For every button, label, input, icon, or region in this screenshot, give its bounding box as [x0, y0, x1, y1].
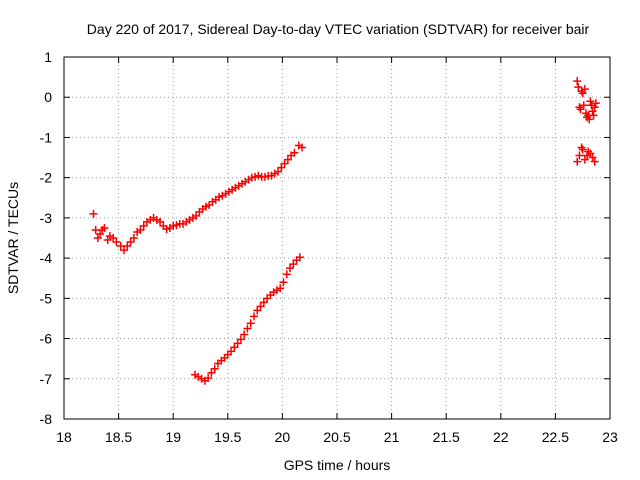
data-point-lower-trace: [276, 284, 285, 293]
data-point-upper-trace: [274, 167, 283, 176]
data-point-lower-trace: [279, 278, 288, 287]
data-point-lower-trace: [256, 302, 265, 311]
data-point-lower-trace: [233, 339, 242, 348]
data-point-late-upper-cluster: [576, 105, 585, 114]
chart-title: Day 220 of 2017, Sidereal Day-to-day VTE…: [87, 21, 590, 37]
data-point-late-upper-cluster: [580, 85, 589, 94]
grid-lines: [64, 57, 610, 419]
data-point-upper-trace: [112, 238, 121, 247]
data-point-upper-trace: [100, 223, 109, 232]
data-point-late-upper-cluster: [590, 103, 599, 112]
x-tick-label: 23: [602, 429, 618, 445]
y-tick-label: -5: [40, 290, 53, 306]
data-point-late-lower-cluster: [575, 151, 584, 160]
data-point-upper-trace: [126, 238, 135, 247]
data-point-upper-trace: [120, 246, 129, 255]
data-point-upper-trace: [139, 221, 148, 230]
x-tick-label: 20.5: [323, 429, 350, 445]
x-tick-label: 18: [56, 429, 72, 445]
data-point-late-upper-cluster: [585, 115, 594, 124]
y-tick-label: -3: [40, 210, 53, 226]
x-axis-label: GPS time / hours: [284, 457, 391, 473]
data-point-late-upper-cluster: [575, 103, 584, 112]
data-point-late-upper-cluster: [578, 89, 587, 98]
x-tick-label: 18.5: [105, 429, 132, 445]
data-point-upper-trace: [93, 234, 102, 242]
y-tick-label: -7: [40, 371, 53, 387]
data-point-upper-trace: [89, 209, 98, 218]
data-point-lower-trace: [243, 324, 252, 333]
data-point-lower-trace: [250, 312, 259, 321]
x-tick-label: 20: [275, 429, 291, 445]
data-point-lower-trace: [210, 364, 219, 373]
y-tick-label: 1: [44, 49, 52, 65]
x-tick-label: 21.5: [433, 429, 460, 445]
data-point-late-upper-cluster: [573, 77, 582, 86]
data-point-lower-trace: [230, 343, 239, 352]
data-point-late-lower-cluster: [573, 157, 582, 166]
data-point-lower-trace: [204, 373, 213, 382]
y-tick-label: -2: [40, 170, 53, 186]
data-point-late-lower-cluster: [586, 149, 595, 158]
y-tick-label: -4: [40, 250, 53, 266]
data-point-lower-trace: [253, 306, 262, 315]
data-point-upper-trace: [192, 211, 201, 220]
axis-ticks: 18 18.5 19 19.5 20 20.5 21 21.5 22 22.5 23 1 0 -1 -2 -3…: [40, 49, 618, 445]
data-point-late-lower-cluster: [590, 157, 599, 166]
data-point-lower-trace: [259, 298, 268, 307]
data-point-lower-trace: [295, 253, 304, 262]
y-axis-label: SDTVAR / TECUs: [5, 182, 21, 294]
data-point-upper-trace: [283, 155, 292, 164]
data-point-lower-trace: [240, 330, 249, 339]
data-point-upper-trace: [136, 225, 145, 234]
data-point-lower-trace: [236, 335, 245, 344]
data-point-upper-trace: [103, 236, 112, 245]
data-point-lower-trace: [282, 270, 291, 279]
data-point-upper-trace: [280, 159, 289, 168]
y-tick-label: -8: [40, 411, 53, 427]
y-tick-label: 0: [44, 89, 52, 105]
x-tick-label: 19.5: [214, 429, 241, 445]
data-point-late-lower-cluster: [578, 145, 587, 154]
y-tick-label: -1: [40, 129, 53, 145]
data-point-lower-trace: [207, 368, 216, 377]
data-point-upper-trace: [109, 234, 118, 242]
data-points: [89, 77, 600, 385]
data-point-upper-trace: [298, 143, 307, 152]
x-tick-label: 22.5: [542, 429, 569, 445]
data-point-lower-trace: [289, 260, 298, 269]
data-point-late-lower-cluster: [577, 143, 586, 152]
data-point-lower-trace: [286, 264, 295, 273]
data-point-late-upper-cluster: [586, 97, 595, 106]
data-point-lower-trace: [246, 319, 255, 328]
x-tick-label: 22: [493, 429, 509, 445]
data-point-late-upper-cluster: [579, 101, 588, 110]
data-point-late-upper-cluster: [574, 83, 583, 92]
data-point-upper-trace: [96, 229, 105, 238]
x-tick-label: 19: [165, 429, 181, 445]
data-point-late-lower-cluster: [580, 155, 589, 164]
y-tick-label: -6: [40, 331, 53, 347]
data-point-upper-trace: [290, 148, 299, 157]
data-point-late-upper-cluster: [591, 99, 600, 108]
data-point-upper-trace: [156, 217, 165, 226]
data-point-upper-trace: [277, 163, 286, 172]
data-point-upper-trace: [129, 234, 138, 242]
data-point-late-lower-cluster: [588, 153, 597, 162]
data-point-late-upper-cluster: [589, 111, 598, 120]
data-point-lower-trace: [227, 347, 236, 356]
data-point-upper-trace: [123, 242, 132, 251]
data-point-late-upper-cluster: [588, 107, 597, 116]
x-tick-label: 21: [384, 429, 400, 445]
